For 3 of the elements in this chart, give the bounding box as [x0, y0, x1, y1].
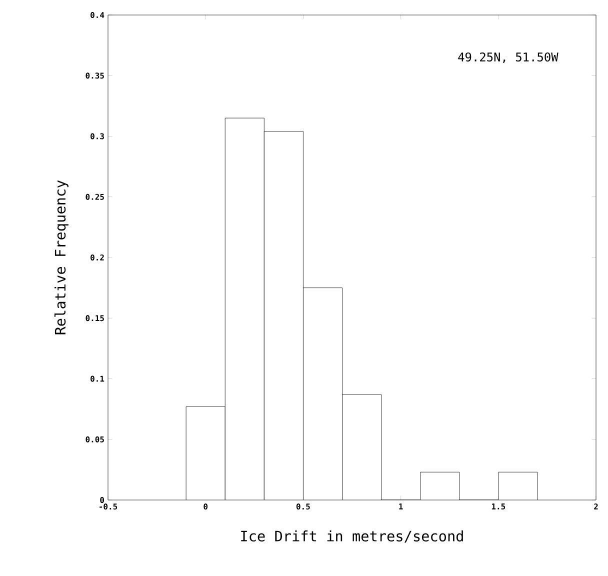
y-axis-title: Relative Frequency — [54, 180, 68, 334]
x-axis-title: Ice Drift in metres/second — [241, 530, 463, 543]
annotation: 49.25N, 51.50W — [458, 52, 558, 64]
